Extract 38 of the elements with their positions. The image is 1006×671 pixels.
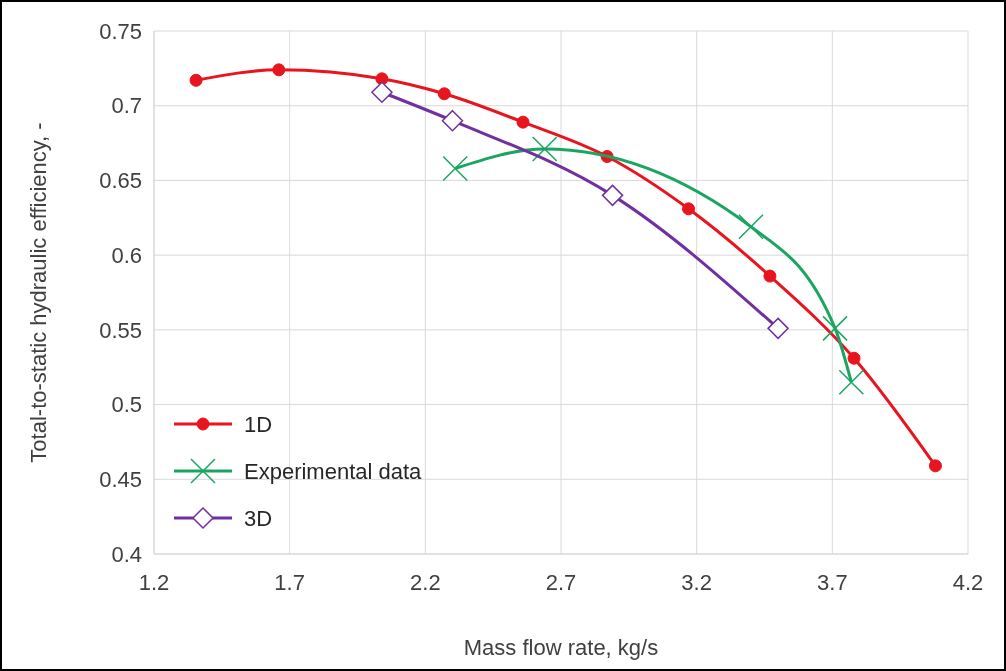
legend-label: 1D xyxy=(244,411,273,437)
point xyxy=(738,214,764,240)
point xyxy=(516,115,530,129)
x-tick-label: 1.7 xyxy=(274,570,305,595)
point xyxy=(928,459,942,473)
y-tick-label: 0.65 xyxy=(99,168,142,194)
point xyxy=(682,202,696,216)
legend-label: Experimental data xyxy=(244,458,423,484)
point xyxy=(838,369,865,395)
legend-label: 3D xyxy=(244,505,273,531)
y-tick-label: 0.7 xyxy=(111,93,142,119)
y-tick-label: 0.4 xyxy=(111,541,142,567)
point xyxy=(189,73,203,87)
point xyxy=(371,81,393,104)
x-axis-title: Mass flow rate, kg/s xyxy=(463,635,659,660)
point xyxy=(437,87,451,101)
y-tick-label: 0.6 xyxy=(111,242,142,268)
y-tick-label: 0.5 xyxy=(111,392,142,418)
x-tick-label: 1.2 xyxy=(138,570,170,595)
point xyxy=(442,155,468,182)
y-tick-label: 0.75 xyxy=(99,18,142,44)
point xyxy=(531,136,558,162)
point xyxy=(822,315,848,342)
x-tick-label: 3.2 xyxy=(681,570,712,595)
point xyxy=(763,269,777,283)
x-tick-label: 3.7 xyxy=(817,570,848,595)
point xyxy=(441,109,464,132)
point xyxy=(767,317,789,340)
point xyxy=(272,63,286,77)
y-tick-label: 0.45 xyxy=(99,466,142,492)
y-axis-title: Total-to-static hydraulic efficiency, - xyxy=(26,122,51,463)
point xyxy=(847,351,861,365)
point xyxy=(375,72,389,86)
x-tick-label: 4.2 xyxy=(952,570,984,595)
x-tick-label: 2.7 xyxy=(545,570,577,595)
x-tick-label: 2.2 xyxy=(410,570,441,595)
y-tick-label: 0.55 xyxy=(99,317,142,343)
point xyxy=(601,184,624,207)
